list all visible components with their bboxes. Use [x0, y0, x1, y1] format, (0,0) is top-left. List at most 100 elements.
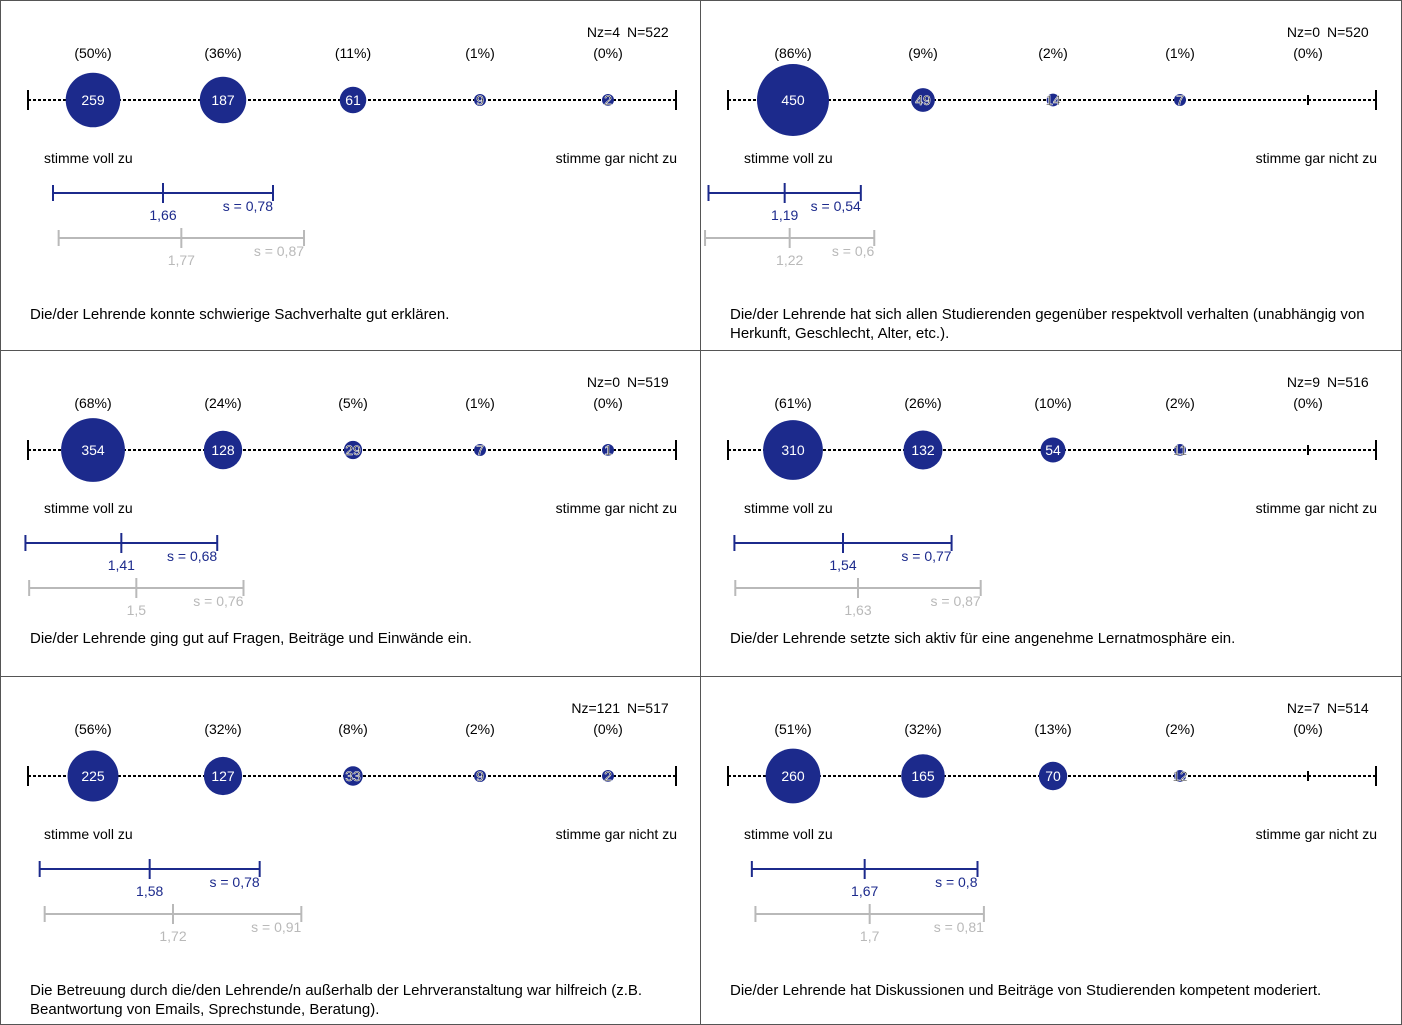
nz-label: Nz=9 — [1287, 374, 1320, 390]
bubble-chart: Nz=0 N=519 (68%) 354 (24%) 128 (5%) 29 (1%) 7 (0%)… — [24, 374, 677, 618]
count-label: 49 — [915, 92, 931, 108]
percent-label: (51%) — [774, 721, 811, 737]
course-mean-label: 1,58 — [136, 883, 163, 899]
course-mean-label: 1,41 — [108, 557, 135, 573]
course-sd-label: s = 0,78 — [209, 874, 259, 890]
count-bubble — [199, 76, 247, 124]
count-bubble — [1174, 94, 1186, 106]
percent-label: (24%) — [204, 395, 241, 411]
count-bubble — [901, 754, 945, 798]
reference-sd-label: s = 0,87 — [254, 243, 304, 259]
question-panel: Nz=0 N=520 (86%) 450 (9%) 49 (2%) 14 (1%) 7 (0%) st… — [700, 0, 1402, 350]
count-label: 310 — [781, 442, 805, 458]
count-label: 187 — [211, 92, 235, 108]
n-label: N=516 — [1327, 374, 1369, 390]
count-label: 2 — [604, 92, 612, 108]
count-label: 1 — [604, 442, 612, 458]
nz-label: Nz=0 — [587, 374, 620, 390]
n-label: N=517 — [627, 700, 669, 716]
count-label: 127 — [211, 768, 235, 784]
percent-label: (2%) — [1165, 721, 1195, 737]
question-panel: Nz=7 N=514 (51%) 260 (32%) 165 (13%) 70 (2%) 12 (0… — [700, 676, 1402, 1025]
scale-right-label: stimme gar nicht zu — [1256, 826, 1377, 842]
percent-label: (2%) — [465, 721, 495, 737]
n-label: N=520 — [1327, 24, 1369, 40]
course-sd-label: s = 0,68 — [167, 548, 217, 564]
reference-mean-label: 1,7 — [860, 928, 880, 944]
count-label: 11 — [1173, 442, 1188, 458]
percent-label: (2%) — [1038, 45, 1068, 61]
percent-label: (11%) — [335, 45, 371, 61]
percent-label: (61%) — [774, 395, 811, 411]
count-bubble — [474, 770, 486, 782]
percent-label: (10%) — [1034, 395, 1071, 411]
scale-left-label: stimme voll zu — [44, 826, 133, 842]
count-label: 225 — [81, 768, 105, 784]
count-label: 259 — [81, 92, 105, 108]
course-mean-label: 1,67 — [851, 883, 878, 899]
bubble-chart: Nz=121 N=517 (56%) 225 (32%) 127 (8%) 33 (2%) 9 (0… — [27, 700, 677, 944]
course-sd-label: s = 0,77 — [901, 548, 951, 564]
reference-mean-label: 1,72 — [159, 928, 186, 944]
percent-label: (32%) — [904, 721, 941, 737]
percent-label: (1%) — [1165, 45, 1195, 61]
percent-label: (1%) — [465, 395, 495, 411]
question-text: Die/der Lehrende konnte schwierige Sachv… — [30, 306, 450, 323]
count-label: 128 — [211, 442, 235, 458]
count-label: 9 — [476, 92, 484, 108]
question-panel: Nz=121 N=517 (56%) 225 (32%) 127 (8%) 33 (2%) 9 (0… — [0, 676, 700, 1025]
count-label: 33 — [345, 768, 361, 784]
bubble-chart: Nz=9 N=516 (61%) 310 (26%) 132 (10%) 54 (2%) 11 (0… — [727, 374, 1377, 618]
question-panel: Nz=4 N=522 (50%) 259 (36%) 187 (11%) 61 (1%) 9 (0%… — [0, 0, 700, 350]
count-bubble — [602, 770, 614, 782]
count-label: 9 — [476, 768, 484, 784]
reference-mean-label: 1,22 — [776, 252, 803, 268]
count-label: 354 — [81, 442, 105, 458]
question-panel: Nz=9 N=516 (61%) 310 (26%) 132 (10%) 54 (2%) 11 (0… — [700, 350, 1402, 676]
scale-left-label: stimme voll zu — [44, 150, 133, 166]
nz-label: Nz=0 — [1287, 24, 1320, 40]
percent-label: (56%) — [74, 721, 111, 737]
count-label: 7 — [1176, 92, 1184, 108]
question-panel: Nz=0 N=519 (68%) 354 (24%) 128 (5%) 29 (1%) 7 (0%)… — [0, 350, 700, 676]
percent-label: (0%) — [1293, 395, 1323, 411]
course-mean-label: 1,54 — [829, 557, 856, 573]
count-label: 54 — [1045, 442, 1061, 458]
count-bubble — [1038, 761, 1068, 791]
nz-label: Nz=4 — [587, 24, 620, 40]
percent-label: (26%) — [904, 395, 941, 411]
count-bubble — [474, 444, 486, 456]
question-text: Die Betreuung durch die/den Lehrende/n a… — [30, 982, 643, 1018]
count-bubble — [1040, 437, 1066, 463]
count-label: 7 — [476, 442, 484, 458]
scale-right-label: stimme gar nicht zu — [556, 826, 677, 842]
percent-label: (86%) — [774, 45, 811, 61]
count-bubble — [343, 440, 363, 460]
percent-label: (0%) — [593, 721, 623, 737]
course-mean-label: 1,66 — [149, 207, 176, 223]
bubble-chart: Nz=7 N=514 (51%) 260 (32%) 165 (13%) 70 (2%) 12 (0… — [727, 700, 1377, 944]
count-bubble — [203, 430, 243, 470]
percent-label: (1%) — [465, 45, 495, 61]
question-text: Die/der Lehrende hat sich allen Studiere… — [730, 306, 1365, 342]
percent-label: (5%) — [338, 395, 368, 411]
count-label: 132 — [911, 442, 935, 458]
count-bubble — [602, 444, 614, 456]
percent-label: (9%) — [908, 45, 938, 61]
count-label: 61 — [345, 92, 361, 108]
reference-sd-label: s = 0,81 — [934, 919, 984, 935]
n-label: N=514 — [1327, 700, 1369, 716]
percent-label: (68%) — [74, 395, 111, 411]
reference-mean-label: 1,5 — [127, 602, 147, 618]
count-label: 14 — [1045, 92, 1061, 108]
scale-right-label: stimme gar nicht zu — [1256, 150, 1377, 166]
reference-sd-label: s = 0,6 — [832, 243, 875, 259]
count-bubble — [203, 756, 243, 796]
count-label: 29 — [345, 442, 361, 458]
count-label: 450 — [781, 92, 805, 108]
count-bubble — [339, 86, 367, 114]
count-bubble — [65, 72, 121, 128]
course-sd-label: s = 0,78 — [223, 198, 273, 214]
reference-sd-label: s = 0,87 — [930, 593, 980, 609]
